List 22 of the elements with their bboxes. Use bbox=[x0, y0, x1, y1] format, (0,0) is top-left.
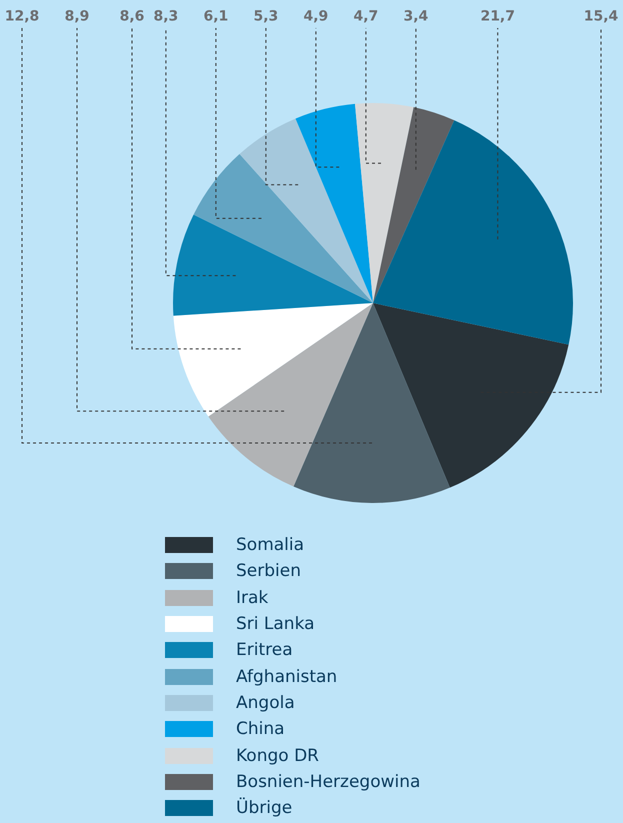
data-label: 5,3 bbox=[253, 8, 278, 25]
legend-label: Sri Lanka bbox=[236, 614, 315, 634]
data-label: 6,1 bbox=[203, 8, 228, 25]
legend-label: Bosnien-Herzegowina bbox=[236, 772, 420, 792]
data-label: 8,6 bbox=[120, 8, 144, 25]
legend-label: Eritrea bbox=[236, 640, 293, 660]
legend-label: Somalia bbox=[236, 535, 304, 556]
data-label: 3,4 bbox=[403, 8, 429, 25]
data-label: 8,9 bbox=[64, 8, 90, 25]
legend-label: Kongo DR bbox=[236, 746, 319, 766]
data-label: 8,3 bbox=[153, 8, 178, 25]
data-label: 15,4 bbox=[584, 8, 619, 25]
legend-label: Übrige bbox=[236, 798, 292, 818]
data-label: 21,7 bbox=[480, 8, 515, 25]
data-label: 4,7 bbox=[353, 8, 378, 25]
legend-label: China bbox=[236, 719, 285, 740]
legend-label: Irak bbox=[236, 588, 268, 608]
legend-label: Angola bbox=[236, 692, 295, 713]
legend-label: Serbien bbox=[236, 561, 301, 582]
legend-label: Afghanistan bbox=[236, 666, 338, 687]
data-label: 4,9 bbox=[303, 8, 328, 25]
data-label: 12,8 bbox=[4, 8, 40, 25]
